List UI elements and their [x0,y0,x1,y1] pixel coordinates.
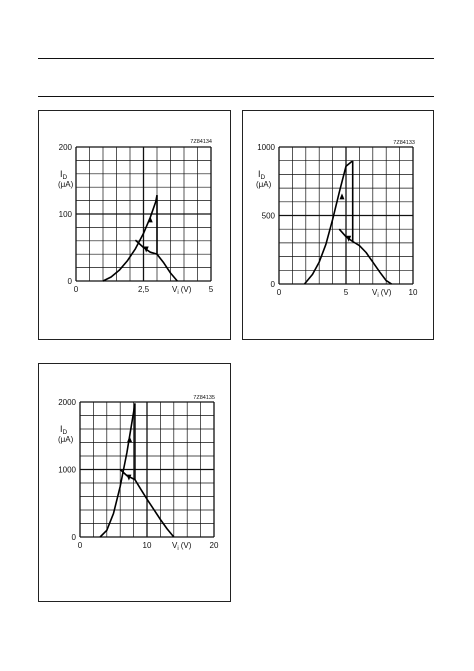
y-tick-label: 1000 [257,143,275,152]
series-line-1 [102,195,158,282]
page-top-rule [38,58,434,59]
arrow-marker [143,246,149,253]
chart-panel-1 [38,110,231,340]
x-tick-label: 5 [344,288,349,297]
x-tick-label: 10 [409,288,418,297]
chart-panel-3 [38,363,231,602]
x-tick-label: 0 [277,288,282,297]
x-tick-label: 5 [209,285,214,294]
chart-grid [278,146,414,285]
arrow-marker [127,436,133,443]
x-tick-label: 20 [210,541,219,550]
figure-code: 7Z84135 [193,395,215,401]
x-tick-label: 0 [78,541,83,550]
arrow-marker [126,474,132,481]
y-axis-label: ID [258,169,266,181]
x-axis-label: Vi (V) [172,285,192,296]
arrow-marker [147,216,153,223]
y-tick-label: 200 [59,143,73,152]
y-tick-label: 0 [72,533,77,542]
figure-code: 7Z84133 [393,140,415,146]
figure-code: 7Z84134 [190,139,212,145]
x-axis-label: Vi (V) [372,288,392,299]
y-axis-unit: (μA) [256,180,272,189]
x-tick-label: 2,5 [138,285,150,294]
chart-panel-2 [242,110,434,340]
series-line-1 [99,403,136,538]
y-axis-unit: (μA) [58,435,74,444]
y-axis-label: ID [60,424,68,436]
arrow-marker [339,193,345,200]
series-line-3 [134,239,178,282]
chart-grid [79,401,215,538]
y-axis-unit: (μA) [58,180,74,189]
x-tick-label: 0 [74,285,79,294]
y-tick-label: 2000 [58,398,76,407]
x-tick-label: 10 [143,541,152,550]
y-tick-label: 500 [262,212,276,221]
page-second-rule [38,96,434,97]
y-tick-label: 100 [59,210,73,219]
series-line-1 [303,160,354,285]
x-axis-label: Vi (V) [172,541,192,552]
y-tick-label: 0 [271,280,276,289]
y-tick-label: 1000 [58,466,76,475]
y-tick-label: 0 [68,277,73,286]
y-axis-label: ID [60,169,68,181]
arrow-marker [346,235,352,242]
